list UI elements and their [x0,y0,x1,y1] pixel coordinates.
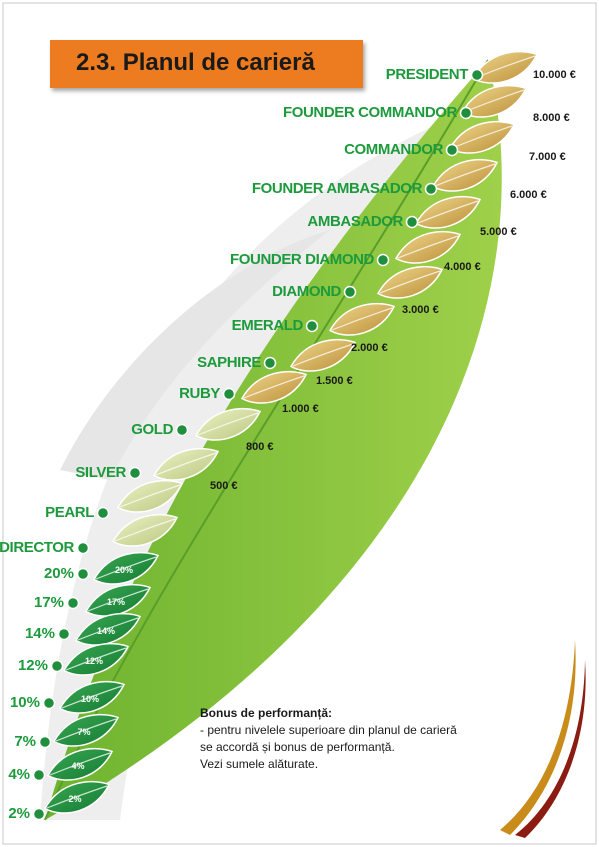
level-leaf-7 [328,302,396,336]
percent-dot-6 [32,768,46,782]
leaf-percent-label: 17% [107,597,125,607]
level-label: PEARL [45,504,94,521]
level-bonus: 5.000 € [480,226,517,238]
leaf-percent-label: 20% [115,565,133,575]
level-dot-12 [96,506,110,520]
level-dot-10 [175,423,189,437]
level-label: RUBY [179,385,220,402]
level-bonus: 800 € [246,441,274,453]
level-bonus: 3.000 € [402,304,439,316]
corner-swoosh-orange [500,640,576,835]
percent-label: 10% [9,694,40,711]
level-bonus: 6.000 € [510,189,547,201]
performance-bonus-note: Bonus de performanță: - pentru nivelele … [200,705,540,773]
level-leaf-13 [111,513,179,547]
level-dot-6 [343,285,357,299]
percent-dot-7 [32,807,46,821]
level-label: PRESIDENT [385,66,469,83]
level-leaf-3 [431,158,499,192]
level-leaf-4 [414,195,482,229]
level-dot-11 [128,466,142,480]
level-label: DIAMOND [272,283,341,300]
percent-leaf-7: 2% [43,780,111,814]
level-bonus: 2.000 € [351,342,388,354]
level-dot-7 [305,319,319,333]
level-label: SAPHIRE [197,354,261,371]
level-label: SILVER [75,464,126,481]
level-leaf-8 [289,338,357,372]
level-dot-0 [470,68,484,82]
percent-leaf-6: 4% [46,747,114,781]
level-dot-4 [405,215,419,229]
corner-swoosh-red [515,660,586,838]
level-dot-9 [222,387,236,401]
percent-label: 4% [8,766,30,783]
level-dot-2 [445,143,459,157]
title-banner: 2.3. Planul de carieră [50,40,363,88]
percent-leaf-4: 10% [58,680,126,714]
level-bonus: 7.000 € [529,151,566,163]
level-dot-5 [376,253,390,267]
percent-leaf-0: 20% [92,551,160,585]
level-leaf-10 [194,407,262,441]
percent-dot-4 [42,696,56,710]
percent-leaf-5: 7% [52,713,120,747]
leaf-percent-label: 10% [81,694,99,704]
level-bonus: 500 € [210,480,238,492]
level-dot-1 [459,106,473,120]
percent-leaf-3: 12% [62,642,130,676]
leaf-percent-label: 7% [77,727,90,737]
level-leaf-11 [152,447,220,481]
level-label: DIRECTOR [0,539,74,556]
level-bonus: 4.000 € [444,261,481,273]
level-dot-13 [76,541,90,555]
percent-dot-3 [50,659,64,673]
level-label: FOUNDER AMBASADOR [251,180,423,197]
percent-label: 14% [24,625,55,642]
percent-label: 12% [17,657,48,674]
level-label: GOLD [131,421,173,438]
level-label: FOUNDER COMMANDOR [282,104,457,121]
level-bonus: 1.000 € [282,403,319,415]
level-bonus: 10.000 € [533,69,576,81]
percent-label: 17% [33,594,64,611]
level-label: EMERALD [231,317,304,334]
percent-label: 7% [14,733,36,750]
level-leaf-9 [240,370,308,404]
leaf-percent-label: 12% [85,656,103,666]
level-bonus: 8.000 € [533,112,570,124]
percent-label: 2% [8,805,30,822]
level-leaf-0 [471,50,539,84]
percent-dot-2 [57,627,71,641]
percent-dot-0 [76,567,90,581]
grey-swoosh-inner [60,230,330,480]
leaf-percent-label: 2% [68,794,81,804]
main-green-leaf [45,60,502,820]
level-leaf-2 [448,120,516,154]
level-dot-8 [263,356,277,370]
level-leaf-5 [394,230,462,264]
level-label: AMBASADOR [307,213,403,230]
percent-dot-1 [66,596,80,610]
page-title: 2.3. Planul de carieră [76,49,315,76]
note-heading: Bonus de performanță: [200,706,333,720]
level-bonus: 1.500 € [316,375,353,387]
level-leaf-6 [376,265,444,299]
percent-label: 20% [43,565,74,582]
level-label: FOUNDER DIAMOND [230,251,374,268]
leaf-percent-label: 14% [97,626,115,636]
level-label: COMMANDOR [344,141,443,158]
percent-dot-5 [38,735,52,749]
level-dot-3 [424,182,438,196]
leaf-percent-label: 4% [71,761,84,771]
note-line-2: se accordă și bonus de performanță. [200,740,395,754]
note-line-3: Vezi sumele alăturate. [200,757,319,771]
level-leaf-12 [116,479,184,513]
note-line-1: - pentru nivelele superioare din planul … [200,723,457,737]
